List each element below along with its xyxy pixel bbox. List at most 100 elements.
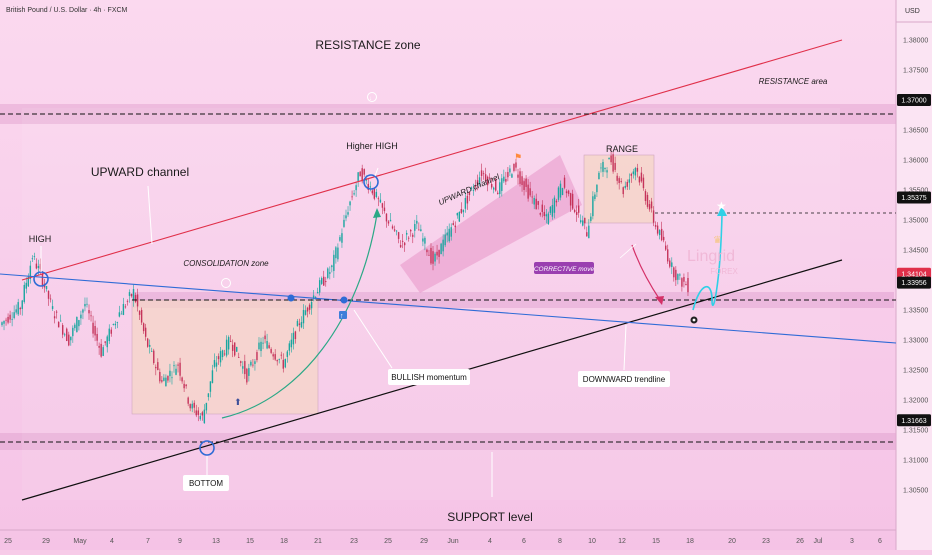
candle-body	[616, 175, 618, 181]
candle-body	[669, 260, 671, 267]
consolidation-zone-label: CONSOLIDATION zone	[183, 259, 269, 268]
x-tick-label: May	[73, 538, 87, 545]
candle-body	[448, 228, 450, 242]
candle-body	[142, 323, 145, 332]
up-arrow-icon	[339, 311, 347, 319]
candle-body	[21, 300, 23, 309]
candle-body	[575, 212, 578, 215]
candle-body	[252, 364, 254, 366]
x-tick-label: 25	[384, 538, 392, 545]
candle-body	[450, 227, 452, 237]
candle-body	[181, 377, 183, 382]
candle-body	[70, 336, 72, 341]
resistance-trendline	[21, 39, 843, 281]
symbol-title: British Pound / U.S. Dollar · 4h · FXCM	[6, 7, 128, 14]
candle-body	[383, 207, 386, 212]
candle-body	[173, 365, 175, 367]
y-tick-label: 1.37500	[903, 68, 928, 75]
candle-body	[272, 354, 274, 357]
support-level-label: SUPPORT level	[447, 510, 533, 524]
candle-body	[292, 332, 295, 345]
bullish-momentum-tag	[388, 369, 470, 385]
candle-body	[584, 217, 586, 224]
candle-body	[302, 309, 305, 324]
candle-body	[104, 341, 106, 343]
candle-body	[495, 179, 497, 191]
x-tick-label: 12	[618, 538, 626, 545]
leader-bullish	[353, 309, 393, 369]
candle-body	[436, 251, 438, 256]
candle-body	[474, 185, 477, 187]
candle-body	[201, 412, 204, 416]
candle-body	[55, 311, 58, 313]
x-tick-label: 13	[212, 538, 220, 545]
candle-body	[660, 228, 663, 241]
time-axis[interactable]: 25 29 May 4 7 9 13 15 18 21 23 25 29 Jun 4 6 8 10 12 15 18 20…	[0, 529, 896, 545]
candle-body	[610, 155, 612, 163]
candle-body	[527, 184, 529, 199]
candle-body	[213, 360, 216, 367]
candle-body	[11, 318, 13, 320]
candle-body	[72, 327, 74, 337]
candle-body	[325, 281, 327, 283]
candle-body	[78, 320, 80, 327]
candle-body	[286, 351, 289, 357]
candle-body	[296, 320, 299, 327]
candle-body	[270, 349, 272, 353]
candle-body	[618, 178, 620, 184]
candle-body	[290, 339, 293, 348]
candle-body	[438, 249, 440, 257]
candle-body	[199, 416, 202, 420]
candle-body	[349, 201, 351, 206]
candle-body	[68, 334, 70, 346]
candle-body	[555, 200, 558, 203]
candle-body	[379, 199, 382, 203]
candle-body	[140, 309, 143, 323]
candle-body	[501, 178, 503, 191]
candle-body	[128, 292, 131, 296]
candle-body	[598, 172, 600, 180]
candle-body	[513, 163, 515, 171]
upward-channel-small	[400, 155, 582, 293]
candle-body	[519, 171, 521, 184]
candle-body	[624, 185, 626, 188]
candle-body	[482, 173, 485, 175]
candle-body	[399, 245, 402, 248]
candle-body	[169, 370, 171, 377]
touch-marker-1	[287, 294, 295, 302]
candle-body	[525, 178, 527, 187]
candle-body	[233, 342, 236, 356]
candle-body	[515, 162, 517, 168]
downward-trendline	[0, 273, 897, 344]
candle-body	[298, 323, 301, 325]
candle-body	[523, 181, 525, 190]
candle-body	[100, 343, 102, 357]
candle-body	[620, 181, 622, 183]
candle-body	[144, 327, 147, 337]
candle-body	[231, 344, 234, 351]
candle-body	[428, 254, 430, 256]
candle-body	[88, 310, 90, 314]
candle-body	[90, 315, 92, 317]
y-tick-label: 1.31500	[903, 428, 928, 435]
candle-body	[314, 296, 317, 299]
candle-body	[630, 173, 633, 176]
candle-body	[565, 191, 568, 194]
candle-body	[418, 229, 420, 231]
candle-body	[521, 176, 523, 186]
candle-body	[444, 234, 446, 246]
candle-body	[493, 187, 495, 190]
candle-body	[410, 229, 412, 232]
candle-body	[577, 205, 580, 213]
candle-body	[337, 247, 339, 260]
candle-body	[268, 345, 270, 348]
candle-body	[488, 177, 491, 179]
candle-body	[1, 322, 3, 326]
candle-body	[369, 186, 371, 188]
candle-body	[588, 225, 590, 239]
candle-body	[15, 309, 17, 313]
candle-body	[426, 249, 428, 253]
candle-body	[264, 335, 266, 340]
candle-body	[476, 180, 479, 185]
